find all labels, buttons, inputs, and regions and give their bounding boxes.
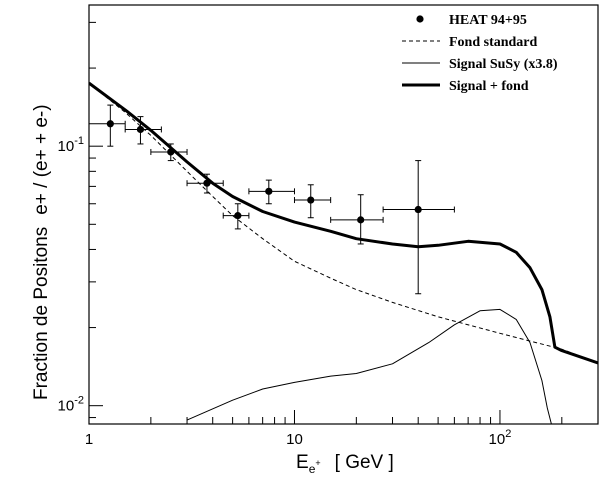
data-point (186, 173, 224, 194)
data-marker (106, 120, 114, 128)
x-tick-label: 102 (489, 428, 512, 448)
data-marker (414, 205, 422, 214)
legend-label: HEAT 94+95 (449, 13, 527, 28)
x-tick-label: 1 (85, 431, 93, 448)
data-point (150, 143, 188, 162)
data-marker (203, 179, 211, 187)
legend-label: Signal SuSy (x3.8) (449, 57, 558, 72)
y-axis-title: Fraction de Positonse+ / (e+ + e-) (31, 104, 52, 400)
series-lines (89, 81, 598, 424)
data-point (293, 184, 332, 219)
legend-entry: Fond standard (402, 35, 538, 50)
axes: 1 10 102 10-2 10-1 Ee+[ GeV ] Fraction de Posi… (31, 4, 599, 476)
data-marker (307, 196, 315, 204)
data-point (330, 194, 384, 245)
y-tick-label: 10-2 (58, 395, 84, 415)
series-line-dashed (89, 82, 598, 364)
legend: HEAT 94+95 Fond standard Signal SuSy (x3.8… (402, 13, 558, 94)
y-tick-label: 10-1 (58, 135, 84, 155)
data-point (382, 160, 455, 295)
series-line-thick (89, 81, 598, 365)
data-point (222, 203, 250, 230)
plot-frame (88, 4, 599, 425)
plot-area (88, 81, 598, 424)
x-tick-label: 10 (286, 431, 303, 448)
data-marker (234, 212, 242, 220)
data-marker (136, 125, 145, 134)
legend-label: Fond standard (449, 35, 538, 50)
legend-entry: HEAT 94+95 (416, 13, 527, 28)
x-axis-title: Ee+[ GeV ] (296, 452, 394, 476)
series-line-thin (186, 308, 552, 424)
legend-label: Signal + fond (449, 79, 529, 94)
legend-entry: Signal + fond (402, 79, 529, 94)
data-marker (357, 216, 365, 224)
data-point (124, 116, 162, 145)
data-point (248, 179, 295, 205)
data-marker (167, 148, 175, 156)
legend-entry: Signal SuSy (x3.8) (402, 57, 558, 72)
legend-marker (416, 15, 424, 23)
data-point (88, 104, 126, 147)
data-marker (265, 187, 273, 195)
